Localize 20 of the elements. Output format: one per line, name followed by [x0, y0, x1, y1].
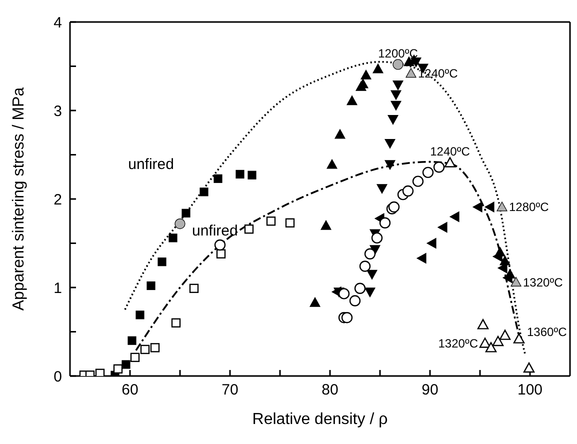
annotation: 1240ºC — [430, 144, 470, 159]
y-axis-title: Apparent sintering stress / MPa — [10, 87, 28, 311]
annotation: 1280ºC — [509, 200, 550, 214]
x-tick-label: 60 — [122, 382, 138, 399]
x-tick-label: 80 — [322, 382, 338, 399]
x-tick-label: 100 — [517, 382, 543, 399]
annotation: 1320ºC — [438, 336, 478, 351]
y-tick-label: 1 — [54, 280, 62, 297]
y-tick-label: 4 — [54, 14, 62, 32]
series-label: unfired — [192, 222, 238, 240]
x-axis-title: Relative density / ρ — [252, 411, 388, 428]
y-tick-label: 0 — [54, 368, 62, 386]
annotation: 1360ºC — [527, 325, 568, 340]
y-tick-label: 3 — [54, 102, 62, 120]
annotation: 1200ºC — [378, 46, 418, 60]
x-tick-label: 90 — [422, 382, 438, 399]
annotation: 1320ºC — [523, 275, 564, 290]
x-tick-label: 70 — [222, 382, 238, 399]
text: unfired — [128, 156, 174, 174]
y-tick-label: 2 — [54, 191, 62, 208]
